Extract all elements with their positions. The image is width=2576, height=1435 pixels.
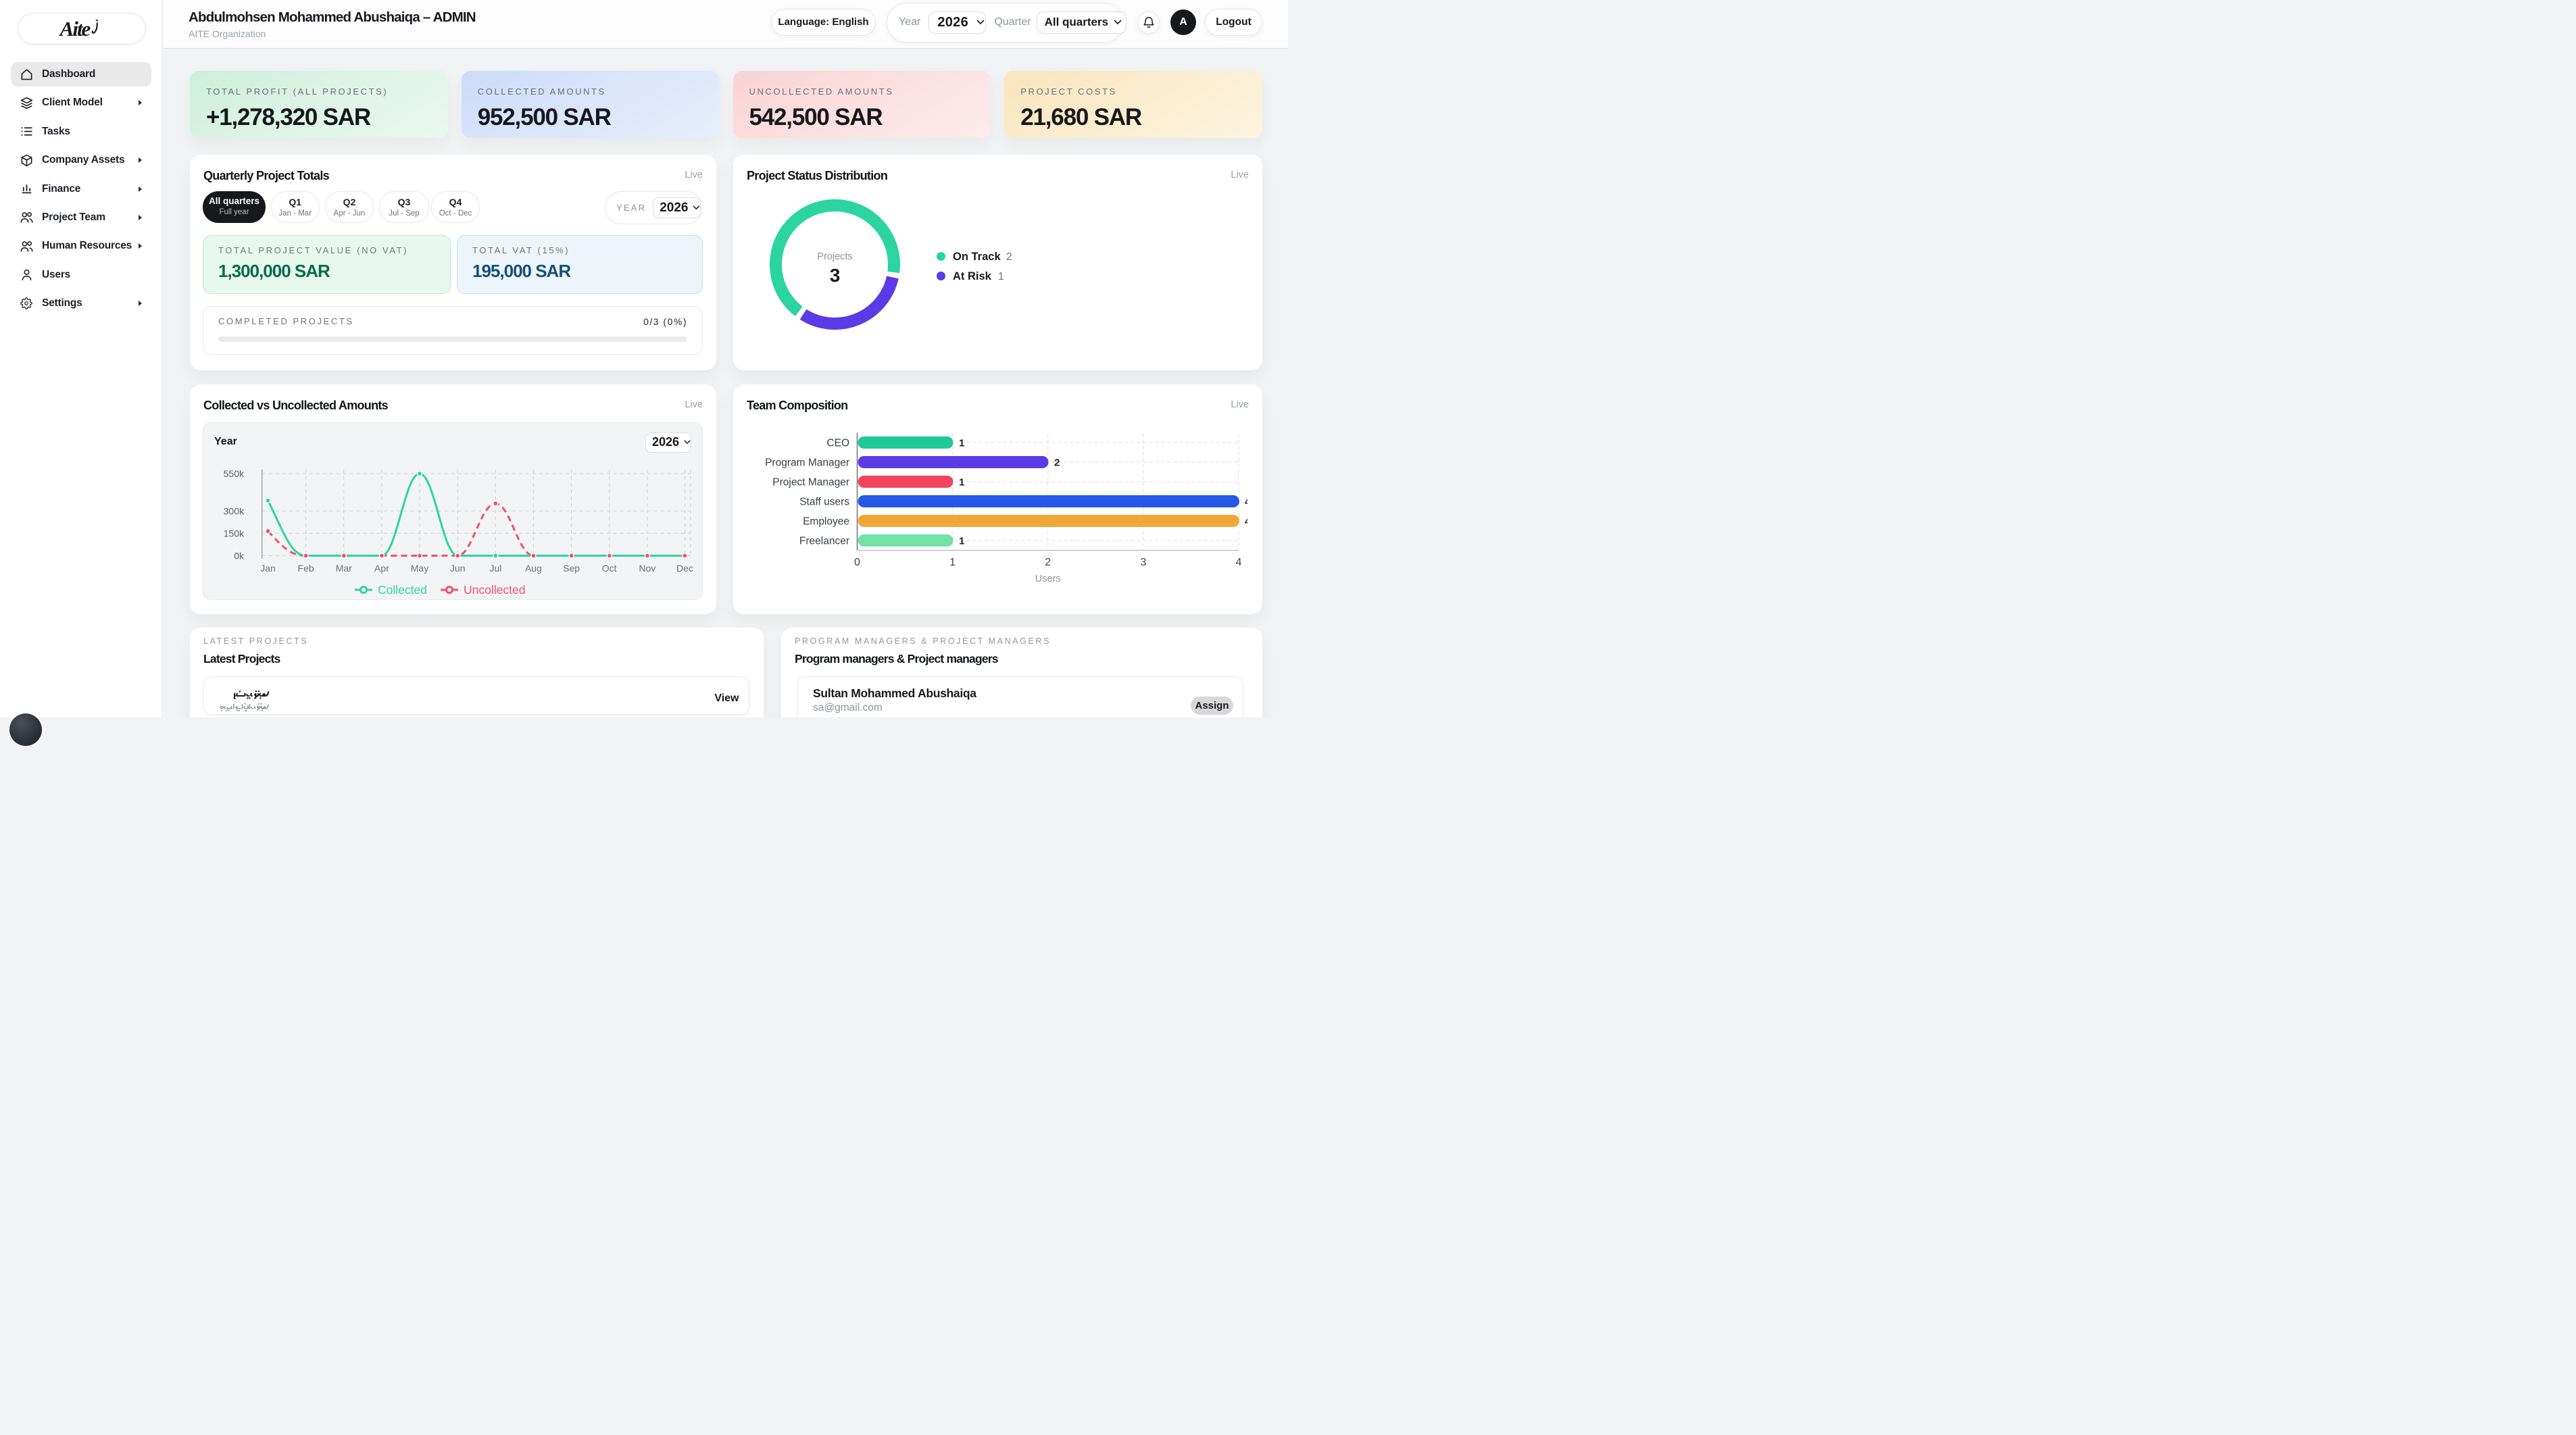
svg-text:Feb: Feb xyxy=(298,563,314,574)
svg-text:4: 4 xyxy=(1245,516,1247,528)
svg-text:Employee: Employee xyxy=(803,516,849,528)
svg-text:4: 4 xyxy=(1236,557,1242,568)
svg-text:Project Manager: Project Manager xyxy=(772,477,849,488)
svg-text:Jul: Jul xyxy=(489,563,501,574)
svg-text:Freelancer: Freelancer xyxy=(799,536,849,547)
svg-text:300k: 300k xyxy=(224,506,245,517)
svg-text:Users: Users xyxy=(1035,574,1061,584)
svg-text:Uncollected: Uncollected xyxy=(464,583,525,597)
svg-text:550k: 550k xyxy=(224,468,245,479)
svg-text:150k: 150k xyxy=(224,528,245,539)
svg-text:Oct: Oct xyxy=(602,563,617,574)
svg-text:Program Manager: Program Manager xyxy=(765,457,849,469)
svg-text:3: 3 xyxy=(829,265,840,286)
svg-text:4: 4 xyxy=(1245,497,1247,508)
svg-text:3: 3 xyxy=(1140,557,1146,568)
svg-text:1: 1 xyxy=(959,536,964,547)
svg-text:Aug: Aug xyxy=(525,563,542,574)
svg-text:2: 2 xyxy=(1054,457,1060,469)
svg-text:2: 2 xyxy=(1045,557,1051,568)
svg-text:Apr: Apr xyxy=(374,563,389,574)
svg-text:0k: 0k xyxy=(234,551,245,561)
svg-text:Staff users: Staff users xyxy=(799,497,849,508)
svg-text:1: 1 xyxy=(959,438,964,449)
svg-text:0: 0 xyxy=(854,557,860,568)
svg-text:CEO: CEO xyxy=(826,438,849,449)
svg-text:Projects: Projects xyxy=(817,251,852,262)
svg-text:Dec: Dec xyxy=(676,563,693,574)
svg-text:Jan: Jan xyxy=(260,563,276,574)
svg-text:May: May xyxy=(411,563,428,574)
svg-text:1: 1 xyxy=(949,557,956,568)
svg-text:Collected: Collected xyxy=(378,583,427,597)
svg-text:1: 1 xyxy=(959,477,964,488)
svg-text:Mar: Mar xyxy=(336,563,352,574)
svg-text:Sep: Sep xyxy=(563,563,580,574)
svg-text:Jun: Jun xyxy=(450,563,466,574)
svg-text:Nov: Nov xyxy=(639,563,655,574)
